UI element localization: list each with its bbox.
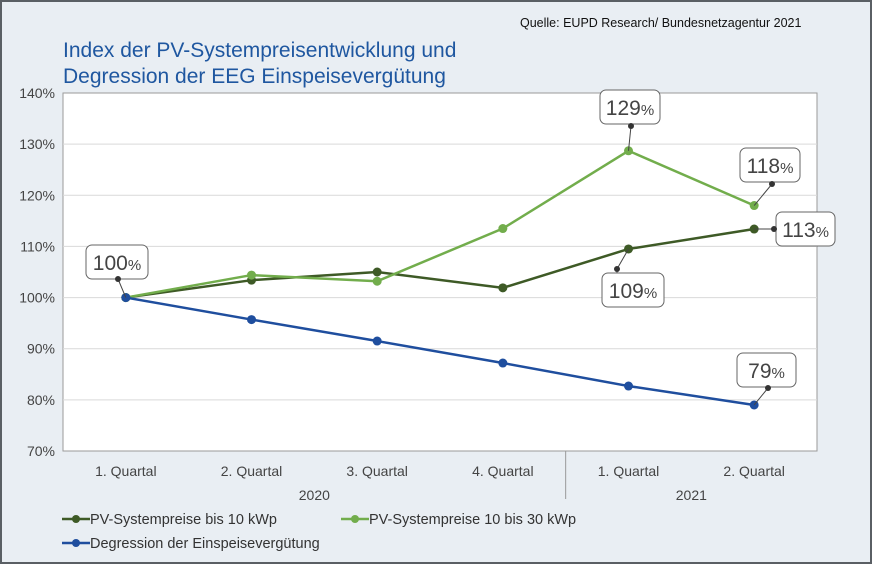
series-line-2 bbox=[125, 149, 755, 299]
data-label-unit: % bbox=[128, 257, 141, 274]
data-point bbox=[372, 336, 382, 346]
y-tick-label: 100% bbox=[19, 290, 55, 306]
data-label: 118% bbox=[747, 155, 794, 178]
x-tick-label: 2. Quartal bbox=[221, 463, 282, 479]
callout-dot bbox=[769, 181, 775, 187]
callout-dot bbox=[628, 123, 634, 129]
legend-marker bbox=[72, 539, 80, 547]
y-tick-label: 140% bbox=[19, 85, 55, 101]
data-label-value: 100 bbox=[93, 252, 128, 275]
data-label: 109% bbox=[609, 280, 657, 303]
callout-dot bbox=[115, 276, 121, 282]
legend-marker bbox=[351, 515, 359, 523]
data-point bbox=[498, 358, 508, 368]
data-label-unit: % bbox=[816, 224, 829, 241]
data-point bbox=[498, 224, 508, 234]
data-point bbox=[624, 381, 633, 391]
data-label: 79% bbox=[748, 360, 785, 383]
data-point bbox=[247, 315, 256, 325]
callout-dot bbox=[614, 266, 620, 272]
callout-leader bbox=[117, 278, 127, 298]
legend-label: PV-Systempreise 10 bis 30 kWp bbox=[369, 512, 576, 528]
title-line-2: Degression der EEG Einspeisevergütung bbox=[63, 65, 446, 88]
source-note: Quelle: EUPD Research/ Bundesnetzagentur… bbox=[520, 16, 802, 30]
data-label-unit: % bbox=[644, 285, 657, 302]
callout-dot bbox=[765, 385, 771, 391]
y-tick-label: 70% bbox=[27, 443, 55, 459]
series-line-3 bbox=[125, 296, 755, 407]
y-tick-label: 80% bbox=[27, 392, 55, 408]
data-point bbox=[372, 276, 382, 286]
data-label-value: 118 bbox=[747, 155, 780, 178]
callout-leader bbox=[753, 183, 773, 206]
data-point bbox=[121, 293, 131, 303]
legend-label: PV-Systempreise bis 10 kWp bbox=[90, 512, 277, 528]
data-label-unit: % bbox=[641, 102, 654, 119]
callout-leader bbox=[616, 248, 629, 270]
x-tick-label: 1. Quartal bbox=[95, 463, 156, 479]
x-tick-label: 4. Quartal bbox=[472, 463, 533, 479]
data-label-value: 113 bbox=[782, 219, 815, 242]
y-tick-label: 120% bbox=[19, 187, 55, 203]
callout-leader bbox=[628, 125, 632, 151]
data-label-value: 79 bbox=[748, 360, 771, 383]
x-group-label: 2021 bbox=[676, 487, 707, 503]
title-line-1: Index der PV-Systempreisentwicklung und bbox=[63, 39, 457, 62]
chart-title: Index der PV-Systempreisentwicklung und … bbox=[63, 38, 456, 90]
x-tick-label: 1. Quartal bbox=[598, 463, 659, 479]
y-tick-label: 90% bbox=[27, 341, 55, 357]
data-label: 129% bbox=[606, 97, 654, 120]
data-label-value: 109 bbox=[609, 280, 644, 303]
series-line-1 bbox=[125, 227, 755, 299]
x-tick-label: 3. Quartal bbox=[346, 463, 407, 479]
data-point bbox=[498, 283, 508, 293]
data-label-value: 129 bbox=[606, 97, 641, 120]
legend-marker bbox=[72, 515, 80, 523]
y-tick-label: 130% bbox=[19, 136, 55, 152]
callout-leader bbox=[753, 387, 769, 406]
callout-box bbox=[601, 272, 665, 308]
x-group-label: 2020 bbox=[299, 487, 330, 503]
x-tick-label: 2. Quartal bbox=[723, 463, 784, 479]
data-label: 100% bbox=[93, 252, 141, 275]
data-point bbox=[247, 270, 256, 280]
data-label: 113% bbox=[782, 219, 829, 242]
legend-label: Degression der Einspeisevergütung bbox=[90, 536, 320, 552]
data-label-unit: % bbox=[780, 160, 793, 177]
data-label-unit: % bbox=[772, 365, 785, 382]
y-tick-label: 110% bbox=[20, 238, 55, 254]
plot-area bbox=[62, 92, 818, 452]
data-point bbox=[372, 267, 382, 277]
callout-dot bbox=[771, 226, 777, 232]
